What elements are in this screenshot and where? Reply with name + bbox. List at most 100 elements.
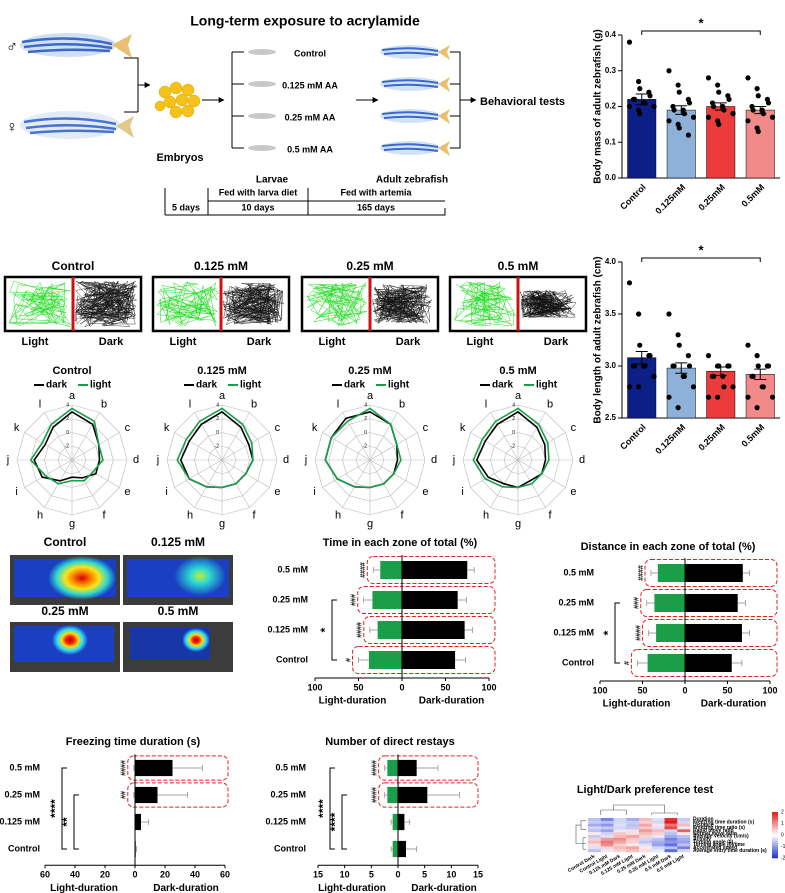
colorbar-segment — [772, 846, 778, 849]
radar-axis-label: k — [312, 422, 318, 434]
row-label: Rapid move ratio — [693, 828, 734, 834]
radar-series — [29, 407, 104, 485]
marker-label: ### — [634, 597, 641, 609]
radar-axis-label: f — [400, 509, 404, 521]
radar-axis-label: c — [125, 422, 131, 434]
data-point — [685, 353, 691, 359]
x-tick-label: 0 — [395, 870, 400, 880]
data-point — [750, 373, 756, 379]
data-point — [666, 68, 672, 74]
heatmap-cell — [651, 837, 665, 841]
row-label: Accelerated speed — [693, 845, 737, 851]
bar-dark — [135, 759, 173, 777]
x-tick-label: 15 — [313, 870, 323, 880]
row-label: 0.5 mM — [277, 564, 308, 574]
x-tick-label: 5 — [422, 870, 427, 880]
track-light — [306, 282, 368, 327]
zone-label: Dark — [99, 336, 124, 348]
zone-label: Dark — [247, 336, 272, 348]
bar-light — [372, 591, 402, 609]
x-axis-label: Light-duration — [50, 883, 118, 893]
x-tick-label: 15 — [473, 870, 483, 880]
data-point — [745, 75, 751, 81]
radar-tick-label: 4 — [216, 402, 219, 408]
heatmap-cell — [677, 849, 691, 853]
error-bar — [675, 105, 688, 115]
error-bar — [427, 792, 460, 798]
bar-light — [368, 651, 402, 669]
error-bar — [404, 819, 411, 825]
track-dark — [222, 283, 284, 326]
colorbar-segment — [772, 835, 778, 838]
data-point — [626, 384, 633, 390]
radar-tick-label: -2 — [511, 444, 516, 450]
bar-dark — [685, 594, 738, 612]
data-point — [642, 363, 648, 369]
error-bar — [635, 93, 648, 106]
x-tick-label: 40 — [70, 870, 80, 880]
heatmap-cell — [651, 829, 665, 833]
radar-axis-label: g — [69, 518, 75, 530]
x-tick-label: 0.125mM — [653, 422, 687, 456]
heatmap-cell — [664, 820, 678, 824]
dendrogram — [575, 820, 586, 850]
bar — [706, 370, 736, 419]
bar-light — [392, 813, 398, 831]
track-light — [156, 281, 219, 327]
highlight-box — [357, 586, 496, 614]
bar-light — [377, 621, 402, 639]
heatmap-cell — [639, 832, 652, 836]
radar-axis-label: h — [37, 509, 43, 521]
error-bar — [714, 102, 727, 111]
x-tick-label: 100 — [762, 685, 777, 695]
x-axis-label: Dark-duration — [419, 696, 485, 707]
radar-axis-label: d — [283, 454, 289, 466]
radar-title: 0.125 mM — [197, 365, 247, 377]
marker-label: #### — [372, 760, 379, 776]
heatmap-cell — [651, 846, 665, 850]
fish-tail — [438, 141, 450, 156]
row-label: Turning angle (0) — [693, 839, 734, 845]
error-bar — [646, 600, 655, 606]
chart-title: Light/Dark preference test — [577, 784, 714, 796]
heatmap-cell — [639, 818, 652, 822]
chart-title: Time in each zone of total (%) — [323, 537, 478, 549]
radar-tick-label: 4 — [66, 402, 69, 408]
bar-dark — [135, 786, 158, 804]
data-point — [715, 394, 721, 400]
row-label: 0.125 mM — [0, 816, 40, 826]
zone-label: Dark — [544, 336, 569, 348]
bar-dark — [685, 624, 742, 642]
radar-axis-label: a — [69, 390, 76, 402]
radar-spoke — [24, 459, 73, 488]
timeline-duration: 165 days — [357, 202, 395, 212]
error-bar — [455, 657, 466, 663]
radar-axis-label: c — [275, 422, 281, 434]
radar-axis-label: e — [274, 486, 280, 498]
row-label: Average velocity (cm/s) — [693, 834, 749, 840]
marker-label: #### — [357, 622, 364, 638]
heatmap-cell — [677, 826, 691, 830]
colorbar-segment — [772, 842, 778, 845]
heatmap-cell — [613, 826, 627, 830]
radar-axis-label: j — [452, 454, 455, 466]
radar-spoke — [517, 432, 566, 461]
data-point — [690, 384, 697, 390]
significance-label: ** — [60, 817, 74, 827]
data-point — [666, 118, 672, 124]
radar-tick-label: -2 — [65, 444, 70, 450]
error-bar — [737, 600, 746, 606]
heatmap-cell — [651, 826, 665, 830]
heatmap-cell — [613, 846, 627, 850]
heatmap-cell — [613, 835, 627, 839]
row-label: Control — [276, 654, 308, 664]
connector — [231, 51, 244, 149]
radar-tick-label: 2 — [216, 416, 219, 422]
y-axis-label: Body length of adult zebrafish (cm) — [593, 256, 604, 423]
data-point — [755, 128, 761, 135]
error-bar — [390, 819, 393, 825]
heatmap-cell — [677, 846, 691, 850]
heatmap-cell — [626, 820, 640, 824]
significance-bracket — [614, 602, 620, 664]
radar-spoke — [174, 459, 223, 488]
